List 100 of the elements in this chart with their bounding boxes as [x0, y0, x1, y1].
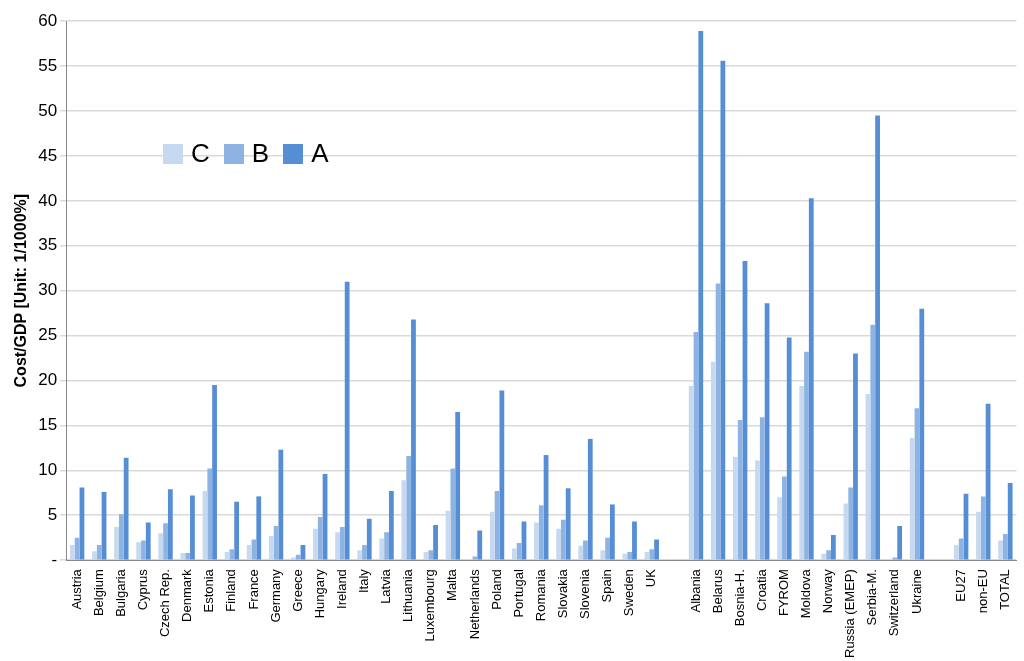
x-tick-label: Latvia [378, 568, 394, 604]
bar [777, 497, 782, 560]
bar [118, 514, 124, 560]
bar [207, 468, 213, 560]
bar [411, 319, 416, 560]
x-tick-label: Malta [444, 568, 460, 601]
x-tick-label: EU27 [952, 569, 968, 602]
bar [605, 537, 610, 560]
x-tick-label: Bosnia-H. [731, 569, 747, 627]
y-tick-label: 20 [38, 370, 58, 390]
y-tick-label: 25 [38, 325, 58, 345]
bar [980, 496, 986, 560]
x-tick-label: Slovenia [577, 568, 593, 620]
bar [234, 501, 240, 560]
bar [455, 411, 461, 560]
y-tick-label: 40 [38, 190, 58, 210]
y-tick-label: - [51, 549, 58, 569]
bar [830, 535, 836, 560]
bar [362, 544, 367, 560]
bar [578, 545, 584, 560]
bar [401, 480, 407, 560]
x-tick-label: Netherlands [466, 568, 482, 640]
x-tick-label: FYROM [775, 569, 791, 617]
bar [477, 530, 483, 560]
bar [799, 385, 805, 560]
bar [246, 544, 252, 560]
x-tick-label: Sweden [621, 569, 637, 617]
bar [897, 526, 903, 560]
bar [69, 544, 75, 560]
bar [688, 385, 694, 560]
y-tick-label: 55 [38, 55, 58, 75]
bar [698, 31, 704, 560]
x-tick-label: Ireland [333, 569, 349, 609]
bar [782, 476, 787, 560]
bar [853, 353, 858, 560]
bar [344, 281, 350, 560]
bar [759, 417, 765, 560]
bar [295, 554, 301, 560]
x-tick-label: France [245, 569, 261, 610]
x-tick-label: Norway [820, 568, 836, 614]
bar [565, 488, 571, 560]
x-tick-label: Greece [289, 569, 305, 612]
bar [136, 542, 142, 560]
bar [627, 552, 633, 560]
bar [388, 490, 394, 560]
bar [185, 552, 191, 560]
bar [158, 533, 164, 560]
bar [96, 544, 102, 560]
x-tick-label: Germany [267, 568, 283, 623]
bar [786, 337, 792, 560]
y-axis-title: Cost/GDP [Unit: 1/1000%] [12, 193, 30, 388]
bar [278, 449, 284, 560]
x-tick-label: Romania [532, 568, 548, 622]
y-tick-label: 30 [38, 280, 58, 300]
x-tick-label: Moldova [798, 568, 814, 619]
y-tick-label: 50 [38, 100, 58, 120]
bar [167, 489, 173, 560]
x-tick-label: Luxembourg [422, 569, 438, 642]
bar [123, 457, 129, 560]
x-tick-label: Russia (EMEP) [842, 569, 858, 659]
bar [190, 495, 195, 560]
bar [804, 351, 809, 560]
y-tick-label: 45 [38, 145, 58, 165]
bar [649, 549, 655, 560]
bar [339, 526, 345, 560]
bar [821, 553, 827, 560]
bar [919, 308, 925, 560]
bar [180, 552, 186, 560]
bar [632, 521, 637, 560]
x-tick-label: Ukraine [908, 569, 924, 614]
x-tick-label: Spain [599, 569, 615, 603]
bar [755, 460, 760, 560]
bar [141, 540, 146, 560]
x-tick-label: Belarus [709, 568, 725, 614]
bar [145, 522, 151, 560]
x-tick-label: Bulgaria [112, 568, 128, 617]
bar [512, 548, 517, 560]
bar [587, 438, 593, 560]
bar [710, 361, 716, 560]
x-tick-label: non-EU [974, 569, 990, 614]
x-tick-label: Belgium [90, 569, 106, 617]
bar [379, 538, 385, 560]
x-tick-label: Portugal [510, 569, 526, 618]
bar [229, 549, 235, 560]
x-tick-label: Slovakia [554, 568, 570, 619]
bar [268, 535, 274, 560]
bar [163, 523, 168, 560]
x-tick-label: Serbia-M. [864, 569, 880, 626]
x-tick-label: Albania [687, 568, 703, 613]
x-tick-label: Austria [68, 568, 84, 610]
bar [1003, 534, 1008, 560]
bar [870, 324, 876, 560]
x-tick-label: Switzerland [886, 569, 902, 637]
x-tick-label: Poland [488, 569, 504, 610]
bar [909, 437, 915, 560]
bar [499, 390, 505, 560]
x-tick-label: Italy [356, 568, 372, 593]
y-tick-label: 60 [38, 10, 58, 30]
x-tick-label: Hungary [311, 568, 327, 619]
bar [357, 550, 363, 560]
